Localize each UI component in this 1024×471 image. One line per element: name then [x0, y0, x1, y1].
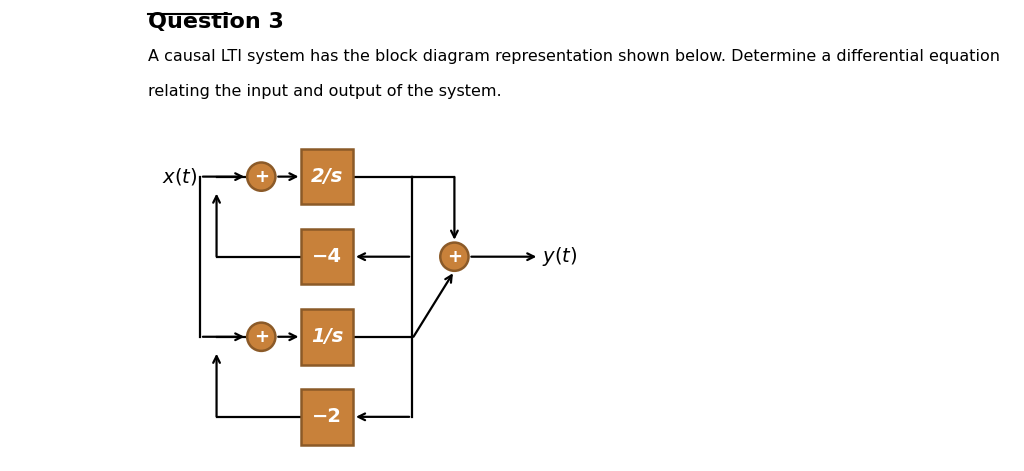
- FancyBboxPatch shape: [301, 389, 353, 445]
- Text: $y(t)$: $y(t)$: [542, 245, 577, 268]
- Circle shape: [247, 162, 275, 191]
- Text: 2/s: 2/s: [311, 167, 343, 186]
- Text: 1/s: 1/s: [311, 327, 343, 346]
- Text: Question 3: Question 3: [148, 12, 284, 32]
- Text: +: +: [446, 248, 462, 266]
- Text: $x(t)$: $x(t)$: [163, 166, 198, 187]
- Circle shape: [440, 243, 469, 271]
- FancyBboxPatch shape: [301, 229, 353, 284]
- Text: relating the input and output of the system.: relating the input and output of the sys…: [148, 84, 502, 99]
- Circle shape: [247, 323, 275, 351]
- Text: −2: −2: [312, 407, 342, 426]
- FancyBboxPatch shape: [301, 309, 353, 365]
- FancyBboxPatch shape: [301, 149, 353, 204]
- Text: A causal LTI system has the block diagram representation shown below. Determine : A causal LTI system has the block diagra…: [148, 49, 1000, 65]
- Text: +: +: [254, 328, 268, 346]
- Text: +: +: [254, 168, 268, 186]
- Text: −4: −4: [312, 247, 342, 266]
